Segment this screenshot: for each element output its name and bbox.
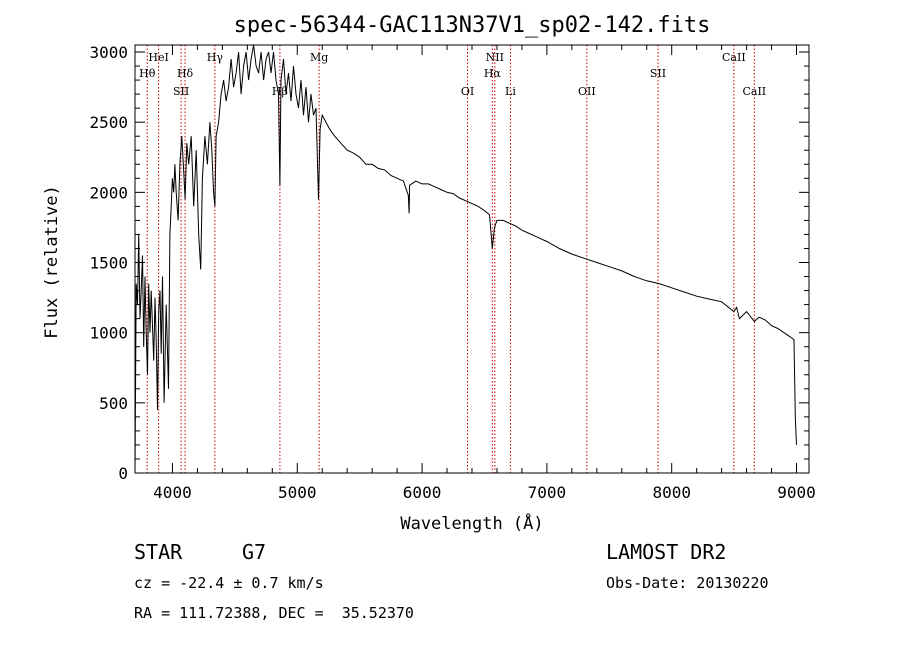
x-tick-label: 5000	[278, 483, 317, 502]
spectral-line-label: CaII	[722, 51, 746, 64]
chart-title: spec-56344-GAC113N37V1_sp02-142.fits	[234, 13, 711, 38]
axis-ticks	[135, 45, 809, 474]
spectral-line-label: Hθ	[139, 67, 156, 80]
y-tick-label: 1500	[89, 254, 128, 273]
spectrum-line	[134, 44, 797, 474]
spectral-line-label: Li	[505, 85, 516, 98]
axis-tick-labels: 4000 5000 6000 7000 8000 9000 0 500 1000 1500 2000…	[89, 43, 815, 502]
spectral-line-label: Hγ	[207, 51, 224, 64]
spectral-line-label: CaII	[742, 85, 766, 98]
spectral-line-label: HeI	[148, 51, 168, 64]
x-tick-label: 8000	[652, 483, 691, 502]
spectral-line-label: NII	[486, 51, 504, 64]
x-axis-label: Wavelength (Å)	[400, 512, 543, 534]
object-class: STAR	[134, 540, 183, 564]
x-tick-label: 9000	[777, 483, 816, 502]
spectral-line-label: SII	[173, 85, 189, 98]
y-tick-label: 3000	[89, 43, 128, 62]
coordinates: RA = 111.72388, DEC = 35.52370	[134, 604, 414, 622]
y-tick-label: 2000	[89, 183, 128, 202]
y-tick-label: 1000	[89, 324, 128, 343]
spectral-line-label: Hδ	[177, 67, 194, 80]
redshift-velocity: cz = -22.4 ± 0.7 km/s	[134, 574, 324, 592]
y-tick-label: 500	[99, 394, 128, 413]
spectral-line-label: Hα	[484, 67, 502, 80]
spectral-line-label: Hβ	[272, 85, 288, 98]
y-axis-label: Flux (relative)	[42, 185, 62, 339]
spectral-line-label: Mg	[310, 51, 328, 64]
spectral-line-markers	[146, 45, 755, 473]
spectral-line-label: OII	[578, 85, 596, 98]
y-tick-label: 0	[118, 464, 128, 483]
x-tick-label: 6000	[403, 483, 442, 502]
x-tick-label: 7000	[528, 483, 567, 502]
plot-frame	[134, 44, 810, 474]
survey-name: LAMOST DR2	[606, 540, 727, 564]
x-tick-label: 4000	[153, 483, 192, 502]
observation-date: Obs-Date: 20130220	[606, 574, 769, 592]
object-subclass: G7	[242, 540, 267, 564]
y-tick-label: 2500	[89, 113, 128, 132]
spectral-line-label: OI	[461, 85, 474, 98]
spectral-line-labels: HeI Hθ Hδ SII Hγ Hβ Mg NII Hα OI Li OII SII CaII CaII	[139, 51, 766, 98]
spectral-line-label: SII	[650, 67, 666, 80]
